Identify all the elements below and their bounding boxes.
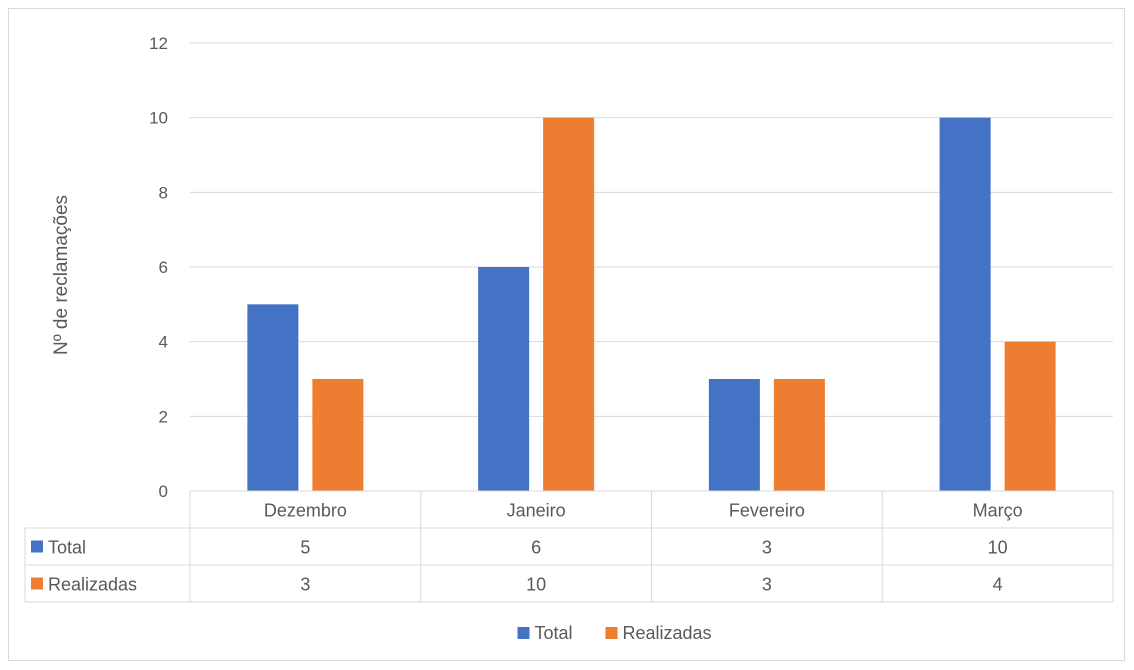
y-tick-label: 0 [159,482,168,501]
x-tick-label: Dezembro [264,501,347,521]
y-axis-label: Nº de reclamações [51,195,72,355]
x-tick-label: Março [973,501,1023,521]
y-tick-label: 2 [159,407,168,426]
y-tick-label: 10 [149,109,168,128]
table-series-label: Realizadas [48,575,137,595]
bar-total [247,304,299,491]
bar-realizadas [312,379,364,491]
bar-realizadas [1004,341,1056,491]
x-tick-label: Fevereiro [729,501,805,521]
table-legend-key [31,577,43,590]
bar-chart: 0 2 4 6 8 10 12 Nº de reclamações Dezembro Janeir… [24,34,1114,643]
chart-frame: 0 2 4 6 8 10 12 Nº de reclamações Dezembro Janeir… [8,8,1125,661]
data-label: 3 [762,538,772,558]
data-label: 5 [300,538,310,558]
y-tick-label: 4 [159,333,168,352]
legend-key-total [517,627,530,639]
data-label: 3 [762,575,772,595]
bar-realizadas [773,379,825,491]
data-label: 10 [526,575,546,595]
bar-total [939,117,991,492]
x-tick-label: Janeiro [507,501,566,521]
data-label: 6 [531,538,541,558]
legend-label: Realizadas [623,623,712,643]
y-tick-label: 12 [149,34,168,53]
data-label: 4 [993,575,1003,595]
legend-label: Total [535,623,573,643]
y-tick-label: 6 [159,258,168,277]
table-legend-key [31,540,43,553]
bar-realizadas [543,117,595,492]
table-series-label: Total [48,538,86,558]
legend-key-realizadas [605,627,618,639]
bar-total [708,379,760,491]
bar-total [478,267,530,491]
data-label: 3 [300,575,310,595]
y-tick-label: 8 [159,183,168,202]
data-label: 10 [988,538,1008,558]
